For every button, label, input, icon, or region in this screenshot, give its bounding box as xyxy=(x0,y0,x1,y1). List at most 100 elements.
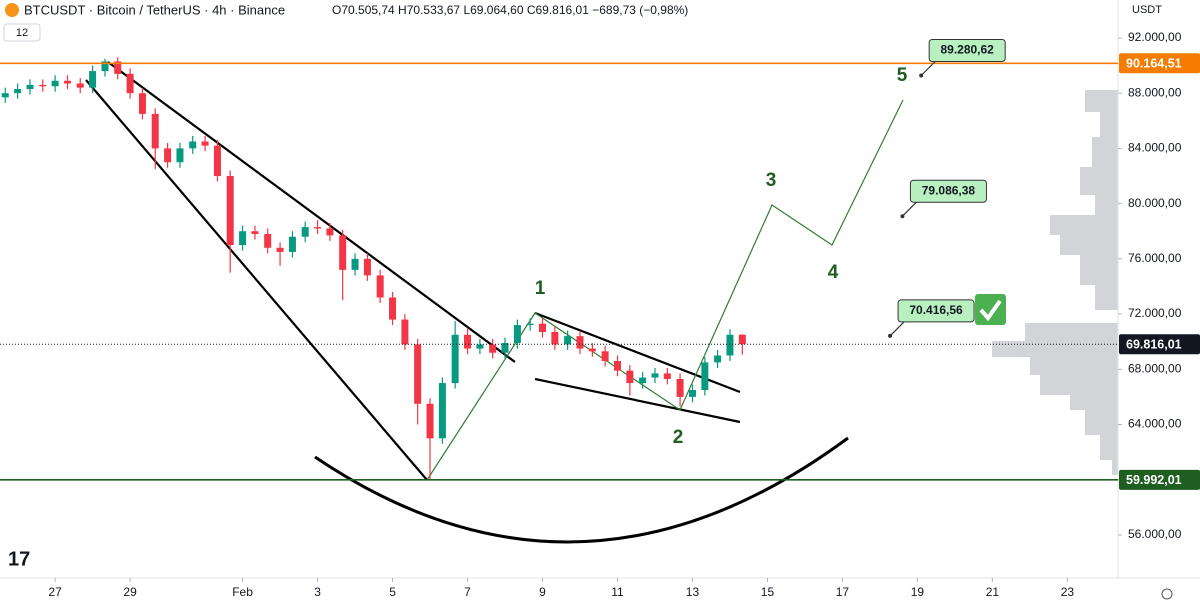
candle-body xyxy=(288,236,296,252)
callout-box xyxy=(928,39,1006,63)
candle-body xyxy=(501,343,509,353)
x-tick-label: 27 xyxy=(48,585,62,599)
candle-body xyxy=(138,93,146,114)
candle-body xyxy=(564,336,572,345)
y-tick-label: 72.000,00 xyxy=(1128,306,1182,320)
candle-body xyxy=(189,141,197,149)
x-tick-label: 23 xyxy=(1061,585,1075,599)
candle-body xyxy=(164,148,172,163)
y-tick-label: 88.000,00 xyxy=(1128,85,1182,99)
trend-line xyxy=(534,311,741,394)
symbol-icon xyxy=(5,3,19,17)
indicator-box[interactable] xyxy=(3,23,41,42)
y-tick-label: 76.000,00 xyxy=(1128,251,1182,265)
candle-body xyxy=(264,233,272,248)
callout-label: 70.416,56 xyxy=(909,303,963,317)
candle-body xyxy=(63,80,71,84)
price-label-box xyxy=(1119,334,1200,355)
indicator-label[interactable]: 12 xyxy=(16,27,28,39)
candle-body xyxy=(613,360,621,371)
price-label: 59.992,01 xyxy=(1126,473,1182,487)
settings-icon[interactable] xyxy=(1161,588,1173,600)
callout-stem xyxy=(920,61,936,76)
x-tick-label: 5 xyxy=(389,585,396,599)
tv-logo: 17 xyxy=(8,548,30,570)
y-tick-label: 56.000,00 xyxy=(1128,527,1182,541)
x-tick-label: 29 xyxy=(123,585,137,599)
candle-body xyxy=(738,334,746,345)
ohlc-text: O70.505,74 H70.533,67 L69.064,60 C69.816… xyxy=(332,3,688,17)
candle-body xyxy=(76,83,84,88)
candle-body xyxy=(639,377,647,384)
candle-body xyxy=(676,378,684,397)
x-tick-label: 19 xyxy=(911,585,925,599)
y-tick-label: 80.000,00 xyxy=(1128,196,1182,210)
candle-body xyxy=(51,80,59,87)
candle-body xyxy=(151,113,159,149)
candle-body xyxy=(401,319,409,345)
candle-body xyxy=(176,148,184,163)
wave-path xyxy=(426,99,904,481)
x-tick-label: 13 xyxy=(686,585,700,599)
x-tick-label: 9 xyxy=(539,585,546,599)
candle-body xyxy=(314,227,322,229)
trend-line xyxy=(85,79,428,481)
wave-labels: 1 2 3 4 5 xyxy=(535,65,908,448)
candle-body xyxy=(201,141,209,146)
candle-body xyxy=(513,325,521,344)
candle-body xyxy=(126,73,134,94)
x-tick-label: 3 xyxy=(314,585,321,599)
candle-body xyxy=(239,231,247,246)
symbol-title: BTCUSDT · Bitcoin / TetherUS · 4h · Bina… xyxy=(24,2,285,17)
candle-body xyxy=(14,89,22,94)
y-tick-label: 92.000,00 xyxy=(1128,30,1182,44)
candle-body xyxy=(576,336,584,349)
callout-stem xyxy=(901,201,917,217)
y-tick-label: 64.000,00 xyxy=(1128,417,1182,431)
candle-body xyxy=(26,84,34,90)
candle-body xyxy=(251,231,259,234)
check-icon xyxy=(975,294,1006,325)
candle-body xyxy=(389,297,397,320)
x-tick-label: 11 xyxy=(611,585,624,599)
wave-label: 1 xyxy=(535,278,546,299)
check-mark xyxy=(979,299,1002,322)
candle-body xyxy=(651,373,659,378)
wave-label: 3 xyxy=(766,170,777,191)
candle-body xyxy=(688,389,696,397)
candle-body xyxy=(526,323,534,326)
price-label-box xyxy=(1119,53,1200,74)
candle-body xyxy=(39,84,47,87)
candle-body xyxy=(363,258,371,276)
candle-body xyxy=(588,348,596,352)
wave-label: 4 xyxy=(828,262,839,283)
candle-body xyxy=(226,176,234,246)
candle-body xyxy=(213,145,221,177)
price-label: 90.164,51 xyxy=(1126,57,1182,71)
candle-body xyxy=(489,344,497,353)
callout-label: 79.086,38 xyxy=(922,183,976,197)
candle-body xyxy=(326,228,334,236)
y-tick-label: 84.000,00 xyxy=(1128,141,1182,155)
x-tick-label: 21 xyxy=(986,585,1000,599)
x-tick-label: Feb xyxy=(232,585,253,599)
callout-box xyxy=(909,179,987,203)
candle-body xyxy=(376,275,384,298)
price-label-box xyxy=(1119,469,1200,490)
candle-body xyxy=(601,351,609,361)
arc xyxy=(314,436,849,544)
candle-body xyxy=(301,227,309,237)
candle-body xyxy=(539,323,547,333)
candle-body xyxy=(351,258,359,270)
callout-stem xyxy=(889,321,905,337)
volume-profile xyxy=(992,90,1118,475)
candle-body xyxy=(426,403,434,439)
wave-label: 2 xyxy=(673,427,684,448)
callout-box xyxy=(897,299,975,323)
candle-body xyxy=(276,247,284,252)
x-tick-label: 7 xyxy=(464,585,471,599)
candle-body xyxy=(1,93,9,98)
trend-line xyxy=(107,61,516,363)
